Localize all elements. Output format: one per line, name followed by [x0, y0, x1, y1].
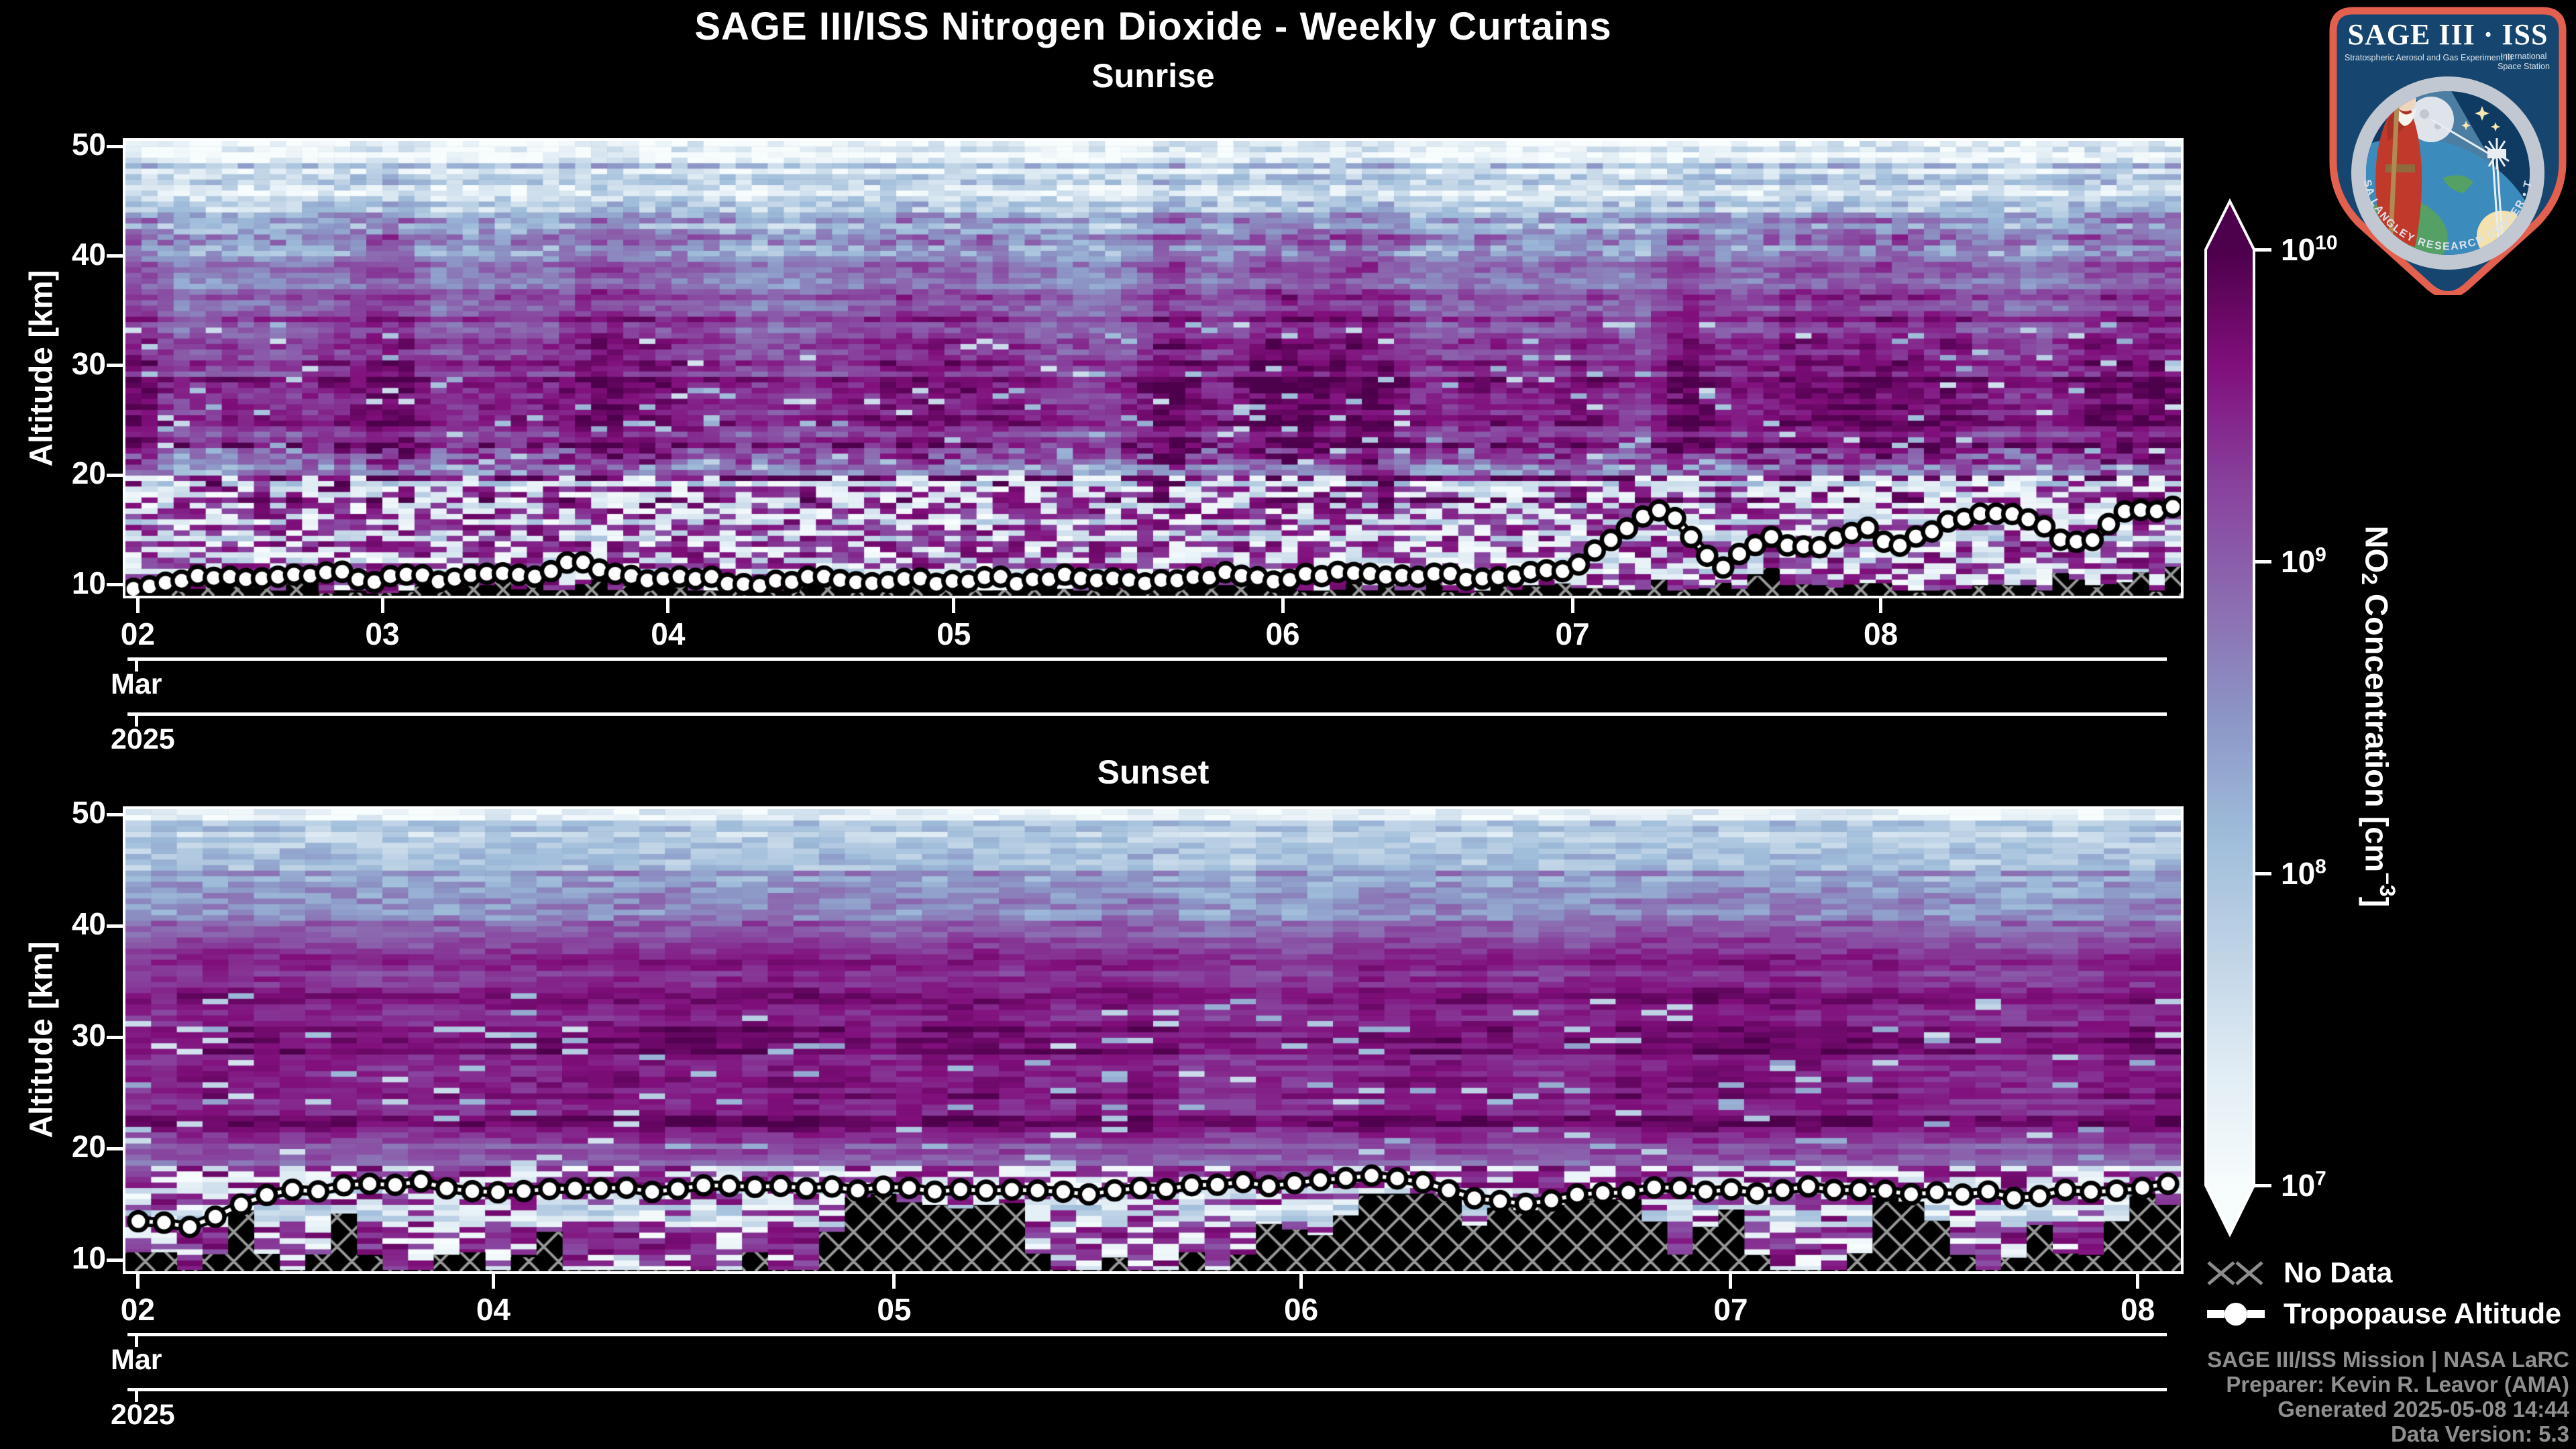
credit-line: Generated 2025-05-08 14:44: [2277, 1397, 2569, 1421]
y-tick-label: 30: [71, 345, 106, 381]
tropopause-line-icon: [2207, 1303, 2265, 1326]
colorbar-tick: [2254, 871, 2271, 875]
heatmap-sunrise: [125, 141, 2181, 596]
panel-title-sunrise: Sunrise: [1091, 57, 1215, 95]
x-tick: [892, 1273, 896, 1289]
y-tick: [107, 1146, 125, 1150]
colorbar-tick: [2254, 559, 2271, 564]
x-tick: [1281, 597, 1285, 613]
date-axis-line: [127, 712, 2167, 716]
colorbar-tick: [2254, 1183, 2271, 1187]
logo-stars: [2461, 106, 2500, 131]
x-tick: [666, 597, 670, 613]
legend-no-data-label: No Data: [2284, 1256, 2393, 1289]
y-tick: [107, 144, 125, 148]
x-tick-label: 06: [1265, 616, 1300, 651]
date-axis-line: [127, 657, 2167, 661]
x-tick: [136, 1273, 140, 1289]
x-tick: [1570, 597, 1574, 613]
heatmap-sunset: [125, 809, 2181, 1271]
x-tick-label: 07: [1713, 1292, 1748, 1327]
credits-block: SAGE III/ISS Mission | NASA LaRC Prepare…: [2207, 1347, 2569, 1446]
date-axis-line: [127, 1388, 2167, 1391]
credit-line: Preparer: Kevin R. Leavor (AMA): [2226, 1372, 2569, 1397]
y-tick: [107, 473, 125, 477]
y-tick-label: 30: [71, 1018, 106, 1053]
y-tick: [107, 924, 125, 928]
colorbar-tick: [2254, 248, 2271, 252]
credit-line: SAGE III/ISS Mission | NASA LaRC: [2207, 1347, 2569, 1372]
x-tick-label: 02: [120, 1292, 155, 1327]
x-tick: [1299, 1273, 1303, 1289]
page-title: SAGE III/ISS Nitrogen Dioxide - Weekly C…: [694, 5, 1612, 48]
logo-subtitle-2: International: [2501, 52, 2547, 61]
date-axis-label: Mar: [111, 668, 162, 700]
x-tick: [1729, 1273, 1733, 1289]
x-tick: [136, 597, 140, 613]
colorbar-tick-label: 1010: [2281, 231, 2338, 267]
logo-subtitle-1: Stratospheric Aerosol and Gas Experiment…: [2345, 53, 2512, 62]
y-tick: [107, 364, 125, 368]
x-tick: [491, 1273, 495, 1289]
logo-title: SAGE III · ISS: [2348, 18, 2548, 51]
x-tick-label: 07: [1555, 616, 1590, 651]
date-axis-tick: [135, 1391, 138, 1402]
date-axis-line: [127, 1333, 2167, 1336]
credit-line: Data Version: 5.3: [2391, 1421, 2569, 1446]
y-tick-label: 50: [71, 795, 106, 830]
x-tick-label: 06: [1284, 1292, 1319, 1327]
y-tick: [107, 583, 125, 587]
x-tick-label: 02: [120, 616, 155, 651]
y-tick: [107, 1035, 125, 1039]
logo-ring: [2351, 76, 2544, 270]
x-tick: [1879, 597, 1883, 613]
x-tick-label: 04: [476, 1292, 511, 1327]
date-axis-label: 2025: [111, 723, 175, 755]
colorbar-bar: [2204, 198, 2255, 1238]
date-axis-tick: [135, 716, 138, 727]
x-tick: [952, 597, 956, 613]
x-tick: [380, 597, 384, 613]
x-tick-label: 03: [365, 616, 400, 651]
panel-title-sunset: Sunset: [1097, 753, 1210, 791]
colorbar-tick-label: 109: [2281, 543, 2326, 579]
y-tick-label: 20: [71, 1129, 106, 1165]
y-tick: [107, 1258, 125, 1262]
y-tick-label: 40: [71, 906, 106, 942]
y-tick: [107, 254, 125, 258]
no-data-swatch-icon: [2207, 1257, 2265, 1288]
x-tick: [2136, 1273, 2140, 1289]
y-tick-label: 50: [71, 127, 106, 162]
y-tick-label: 20: [71, 455, 106, 491]
colorbar-tick-label: 107: [2281, 1167, 2326, 1203]
x-tick-label: 08: [1864, 616, 1898, 651]
y-tick: [107, 812, 125, 816]
date-axis-label: 2025: [111, 1399, 175, 1431]
x-tick-label: 05: [877, 1292, 912, 1327]
logo-subtitle-3: Space Station: [2498, 62, 2550, 71]
x-tick-label: 08: [2121, 1292, 2155, 1327]
colorbar-axis-label: NO2 Concentration [cm−3]: [2357, 525, 2400, 908]
date-axis-tick: [135, 1336, 138, 1347]
colorbar: [2204, 198, 2255, 1238]
date-axis-tick: [135, 661, 138, 672]
colorbar-tick-label: 108: [2281, 855, 2326, 891]
y-tick-label: 40: [71, 236, 106, 272]
logo-iss: [2430, 118, 2510, 238]
logo-earth: [2366, 138, 2530, 255]
x-tick-label: 04: [651, 616, 686, 651]
sage-iss-mission-logo: SAGE III · ISS Stratospheric Aerosol and…: [2329, 7, 2567, 295]
x-tick-label: 05: [936, 616, 971, 651]
y-tick-label: 10: [71, 1240, 106, 1276]
legend-tropopause-label: Tropopause Altitude: [2284, 1297, 2562, 1330]
date-axis-label: Mar: [111, 1344, 162, 1376]
y-tick-label: 10: [71, 565, 106, 600]
